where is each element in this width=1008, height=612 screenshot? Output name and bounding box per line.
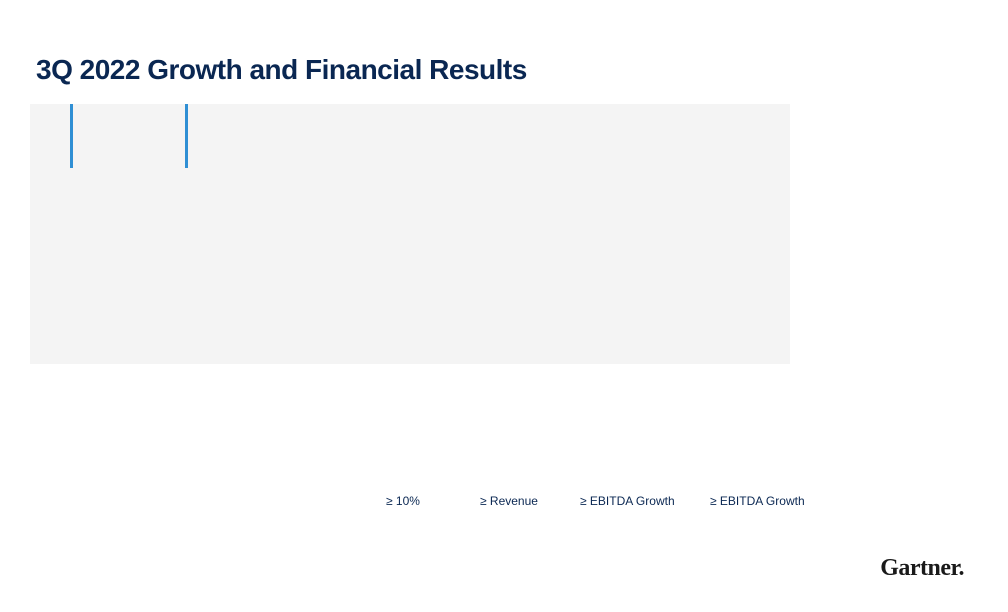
targets-row: ≥ 10% ≥ Revenue ≥ EBITDA Growth ≥ EBITDA…: [0, 494, 1008, 514]
chart-area: [30, 104, 790, 364]
target-item-0: ≥ 10%: [386, 494, 420, 508]
chart-bar-0: [70, 104, 73, 168]
target-item-1: ≥ Revenue: [480, 494, 538, 508]
brand-logo: Gartner.: [880, 555, 964, 582]
brand-text: Gartner: [880, 555, 958, 581]
target-item-2: ≥ EBITDA Growth: [580, 494, 675, 508]
brand-dot: .: [959, 555, 965, 581]
page-title: 3Q 2022 Growth and Financial Results: [36, 54, 527, 86]
target-item-3: ≥ EBITDA Growth: [710, 494, 805, 508]
chart-bar-1: [185, 104, 188, 168]
slide: 3Q 2022 Growth and Financial Results ≥ 1…: [0, 0, 1008, 612]
